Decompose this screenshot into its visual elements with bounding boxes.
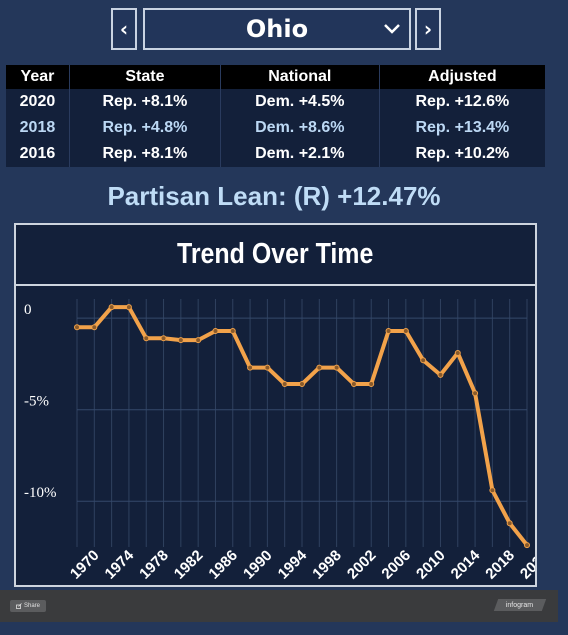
- data-point: [299, 381, 305, 388]
- data-point: [506, 520, 513, 527]
- cell-year: 2020: [6, 89, 70, 115]
- y-tick-label: -5%: [24, 394, 49, 410]
- state-name: Ohio: [245, 15, 309, 43]
- cell-year: 2016: [6, 141, 70, 167]
- data-point: [489, 487, 496, 494]
- table-row: 2020 Rep. +8.1% Dem. +4.5% Rep. +12.6%: [6, 89, 545, 115]
- y-tick-label: 0: [24, 302, 32, 318]
- column-header-state: State: [68, 65, 221, 89]
- data-point: [125, 304, 132, 311]
- line-plot: 0 -5% -10% 19701974197819821986199019941998…: [24, 299, 535, 583]
- data-point: [333, 364, 340, 371]
- share-button[interactable]: Share: [10, 600, 46, 612]
- data-point: [437, 371, 444, 378]
- x-tick-label: 1978: [136, 547, 172, 583]
- chevron-left-icon: ‹: [119, 17, 129, 41]
- data-point: [160, 335, 167, 342]
- data-point: [74, 324, 80, 331]
- cell-adjusted: Rep. +13.4%: [378, 115, 545, 141]
- cell-state: Rep. +8.1%: [68, 141, 221, 167]
- cell-national: Dem. +2.1%: [219, 141, 380, 167]
- data-point: [281, 381, 288, 388]
- cell-adjusted: Rep. +10.2%: [378, 141, 545, 167]
- table-header-row: Year State National Adjusted: [6, 65, 545, 89]
- state-dropdown[interactable]: Ohio: [143, 8, 411, 50]
- x-tick-label: 1994: [275, 546, 311, 582]
- brand-label: infogram: [506, 601, 534, 609]
- data-point: [229, 327, 236, 334]
- data-point: [108, 304, 115, 311]
- data-point: [143, 335, 150, 342]
- x-tick-label: 2018: [482, 547, 518, 583]
- column-header-year: Year: [6, 65, 70, 89]
- data-point: [368, 381, 375, 388]
- data-point: [264, 364, 271, 371]
- x-tick-label: 2022: [517, 547, 535, 583]
- data-point: [420, 357, 427, 364]
- x-tick-label: 2014: [448, 546, 484, 582]
- x-tick-label: 1974: [102, 546, 138, 582]
- cell-year: 2018: [6, 115, 70, 141]
- cell-adjusted: Rep. +12.6%: [378, 89, 545, 115]
- cell-state: Rep. +8.1%: [68, 89, 221, 115]
- data-point: [402, 327, 409, 334]
- x-tick-label: 2006: [378, 547, 414, 583]
- share-icon: [16, 603, 22, 609]
- y-tick-label: -10%: [24, 485, 57, 501]
- data-point: [472, 390, 479, 397]
- data-point: [316, 364, 323, 371]
- table-row: 2016 Rep. +8.1% Dem. +2.1% Rep. +10.2%: [6, 141, 545, 167]
- cell-state: Rep. +4.8%: [68, 115, 221, 141]
- data-point: [177, 337, 184, 344]
- table-row: 2018 Rep. +4.8% Dem. +8.6% Rep. +13.4%: [6, 115, 545, 141]
- embed-footer: Share infogram: [0, 590, 558, 622]
- x-tick-label: 1982: [171, 547, 207, 583]
- data-point: [247, 364, 254, 371]
- next-state-button[interactable]: ›: [415, 8, 441, 50]
- x-tick-label: 2002: [344, 547, 380, 583]
- previous-state-button[interactable]: ‹: [111, 8, 137, 50]
- data-point: [385, 327, 392, 334]
- cell-national: Dem. +4.5%: [219, 89, 380, 115]
- chart-title: Trend Over Time: [177, 238, 374, 270]
- data-point: [454, 349, 461, 356]
- x-tick-label: 1998: [309, 547, 345, 583]
- column-header-adjusted: Adjusted: [378, 65, 545, 89]
- infogram-brand-link[interactable]: infogram: [493, 599, 547, 611]
- share-label: Share: [23, 603, 40, 609]
- election-results-table: Year State National Adjusted 2020 Rep. +…: [6, 65, 545, 167]
- data-point: [524, 542, 530, 549]
- state-selector: ‹ Ohio ›: [111, 8, 441, 52]
- data-point: [212, 327, 219, 334]
- x-tick-label: 1990: [240, 547, 276, 583]
- chevron-right-icon: ›: [423, 17, 433, 41]
- x-tick-label: 1970: [67, 547, 103, 583]
- chevron-down-icon: [384, 24, 400, 34]
- data-point: [350, 381, 357, 388]
- chart-title-bar: Trend Over Time: [16, 225, 535, 286]
- column-header-national: National: [219, 65, 380, 89]
- trend-chart: Trend Over Time 0 -5% -10% 1970 1974 1978 1982…: [14, 223, 537, 587]
- cell-national: Dem. +8.6%: [219, 115, 380, 141]
- x-tick-label: 2010: [413, 547, 449, 583]
- x-tick-label: 1986: [205, 547, 241, 583]
- partisan-lean-heading: Partisan Lean: (R) +12.47%: [107, 181, 441, 211]
- data-point: [195, 337, 202, 344]
- data-point: [91, 324, 98, 331]
